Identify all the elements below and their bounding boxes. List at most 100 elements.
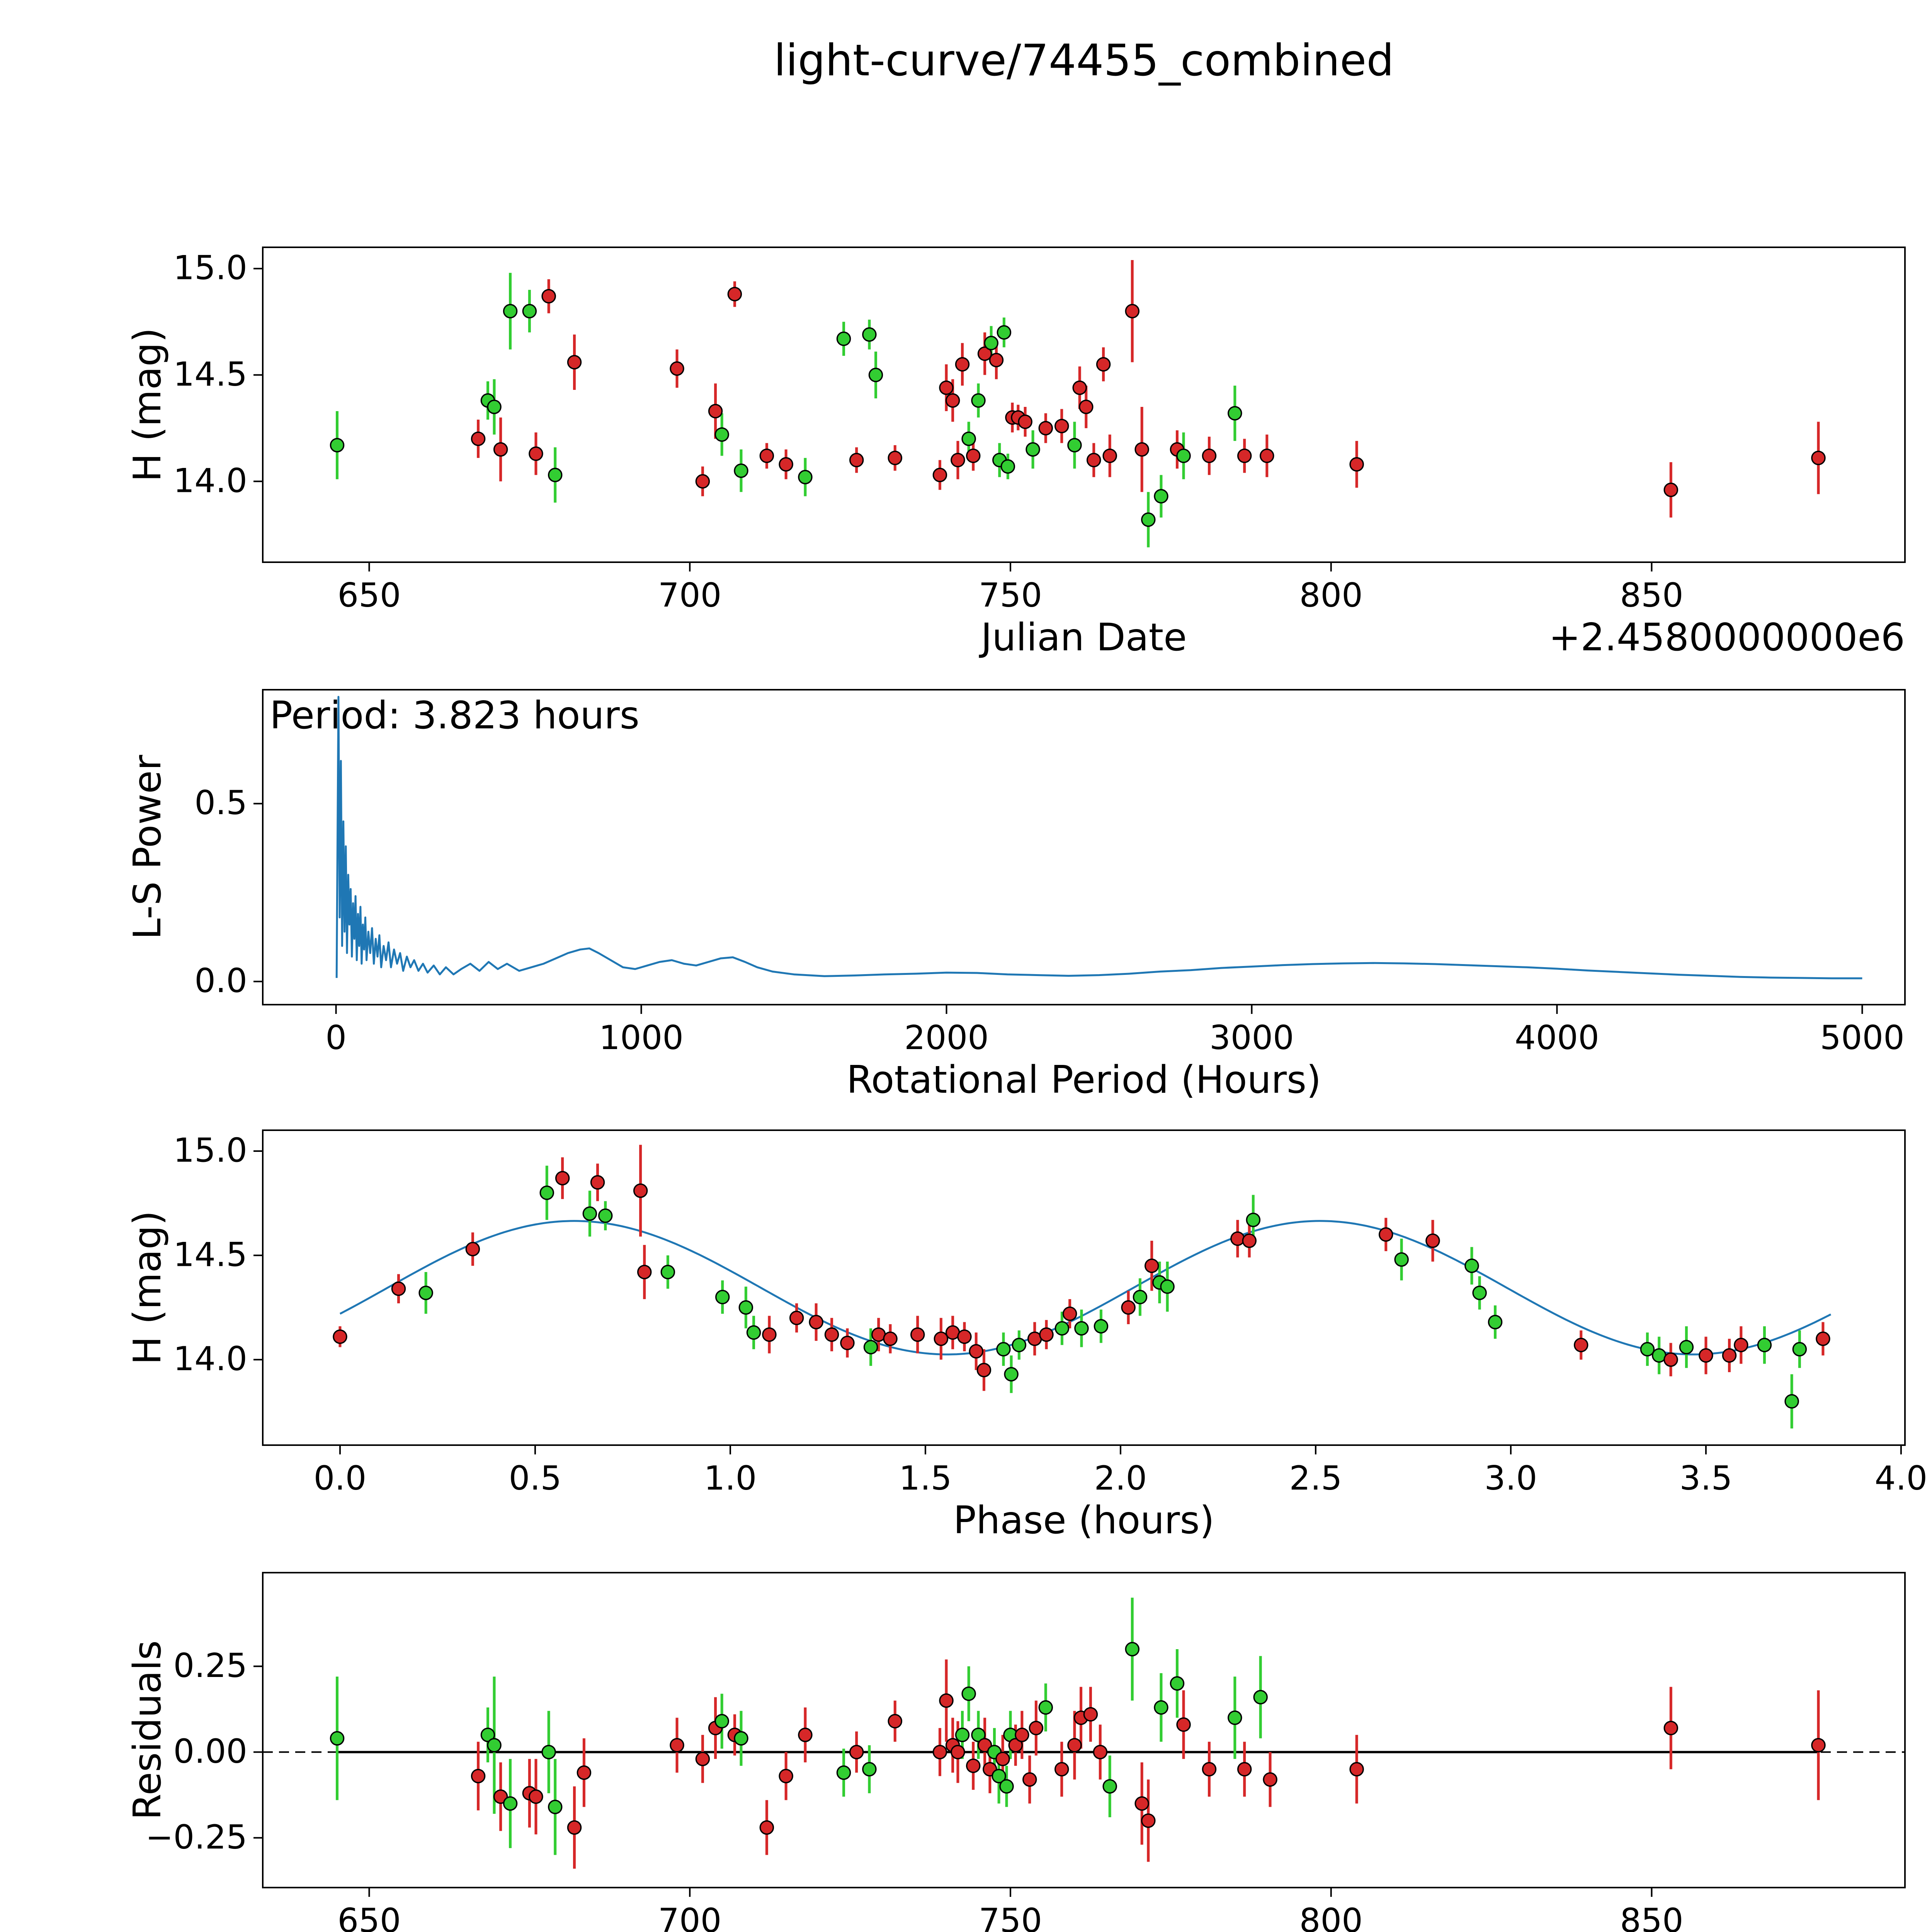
data-point bbox=[862, 1762, 877, 1777]
y-axis-label: L-S Power bbox=[126, 755, 170, 940]
data-point bbox=[1125, 304, 1140, 318]
data-point bbox=[1160, 1279, 1175, 1294]
data-point bbox=[779, 1769, 793, 1784]
data-point bbox=[1012, 1338, 1027, 1352]
data-point bbox=[1102, 1779, 1117, 1794]
data-point bbox=[939, 1693, 954, 1708]
x-axis-offset-label: +2.4580000000e6 bbox=[1549, 616, 1905, 660]
x-tick-label: 750 bbox=[979, 576, 1042, 615]
data-point bbox=[1008, 1738, 1023, 1753]
data-point bbox=[1026, 442, 1040, 457]
data-point bbox=[1260, 448, 1274, 463]
data-point bbox=[598, 1208, 613, 1223]
data-point bbox=[1067, 1738, 1082, 1753]
data-point bbox=[1176, 448, 1191, 463]
x-tick-label: 2000 bbox=[904, 1019, 989, 1057]
data-point bbox=[1134, 442, 1149, 457]
x-tick-label: 3000 bbox=[1209, 1019, 1294, 1057]
data-point bbox=[738, 1300, 753, 1315]
data-point bbox=[1816, 1331, 1830, 1346]
data-point bbox=[868, 367, 883, 383]
data-point bbox=[984, 336, 998, 350]
data-point bbox=[1349, 457, 1364, 472]
data-point bbox=[567, 1820, 582, 1835]
data-point bbox=[969, 1344, 983, 1359]
x-tick-label: 850 bbox=[1620, 1901, 1683, 1932]
data-point bbox=[529, 1789, 543, 1804]
data-point bbox=[734, 463, 748, 478]
data-point bbox=[1263, 1772, 1277, 1787]
data-point bbox=[1734, 1338, 1748, 1352]
data-point bbox=[977, 1738, 992, 1753]
data-point bbox=[759, 448, 774, 463]
data-point bbox=[1176, 1717, 1191, 1732]
data-point bbox=[1228, 406, 1242, 421]
axes-spine bbox=[262, 1129, 1906, 1446]
y-tick-label: 14.0 bbox=[173, 461, 247, 500]
data-point bbox=[487, 1738, 502, 1753]
figure-title: light-curve/74455_combined bbox=[774, 36, 1394, 86]
data-point bbox=[996, 1342, 1011, 1357]
x-tick-label: 2.0 bbox=[1094, 1459, 1147, 1498]
data-point bbox=[1079, 400, 1094, 414]
data-point bbox=[862, 327, 877, 342]
data-point bbox=[1237, 448, 1252, 463]
period-annotation: Period: 3.823 hours bbox=[270, 694, 639, 738]
data-layer bbox=[333, 1145, 1832, 1429]
data-point bbox=[1170, 1676, 1185, 1691]
x-tick-label: 800 bbox=[1299, 576, 1363, 615]
data-point bbox=[762, 1327, 777, 1342]
data-point bbox=[1811, 1738, 1826, 1753]
data-point bbox=[1757, 1338, 1772, 1352]
data-point bbox=[487, 400, 502, 414]
data-point bbox=[529, 446, 543, 461]
data-point bbox=[503, 1796, 518, 1811]
x-tick-label: 0.0 bbox=[314, 1459, 367, 1498]
x-tick-label: 2.5 bbox=[1289, 1459, 1342, 1498]
data-point bbox=[849, 452, 864, 468]
data-point bbox=[932, 1745, 947, 1760]
data-point bbox=[1054, 418, 1069, 434]
data-point bbox=[966, 448, 981, 463]
data-point bbox=[997, 325, 1012, 340]
data-point bbox=[798, 469, 813, 485]
data-point bbox=[1394, 1252, 1409, 1267]
data-point bbox=[418, 1286, 433, 1300]
data-point bbox=[577, 1765, 592, 1780]
y-tick-label: 15.0 bbox=[173, 1131, 247, 1170]
data-layer bbox=[263, 1597, 1905, 1869]
data-point bbox=[539, 1185, 554, 1200]
x-tick-label: 700 bbox=[658, 576, 721, 615]
data-point bbox=[1792, 1342, 1807, 1357]
data-layer bbox=[335, 696, 1862, 980]
data-point bbox=[849, 1745, 864, 1760]
data-point bbox=[840, 1335, 855, 1350]
data-point bbox=[1464, 1259, 1479, 1273]
axes-spine bbox=[262, 247, 1906, 563]
data-point bbox=[1378, 1227, 1393, 1242]
data-point bbox=[992, 1769, 1006, 1784]
data-point bbox=[330, 438, 345, 452]
panel-phased: 0.0 0.5 1.0 1.5 2.0 2.5 3.0 3.5 4.0 14.0 14.5 15.0 P… bbox=[126, 1129, 1927, 1543]
x-tick-label: 1.5 bbox=[899, 1459, 952, 1498]
data-point bbox=[522, 304, 537, 318]
data-point bbox=[798, 1728, 813, 1742]
data-point bbox=[1488, 1315, 1503, 1330]
data-point bbox=[759, 1820, 774, 1835]
data-point bbox=[977, 346, 992, 361]
plot-area bbox=[263, 690, 1905, 1005]
x-tick-label: 1000 bbox=[599, 1019, 684, 1057]
plot-area bbox=[263, 1130, 1905, 1445]
data-point bbox=[1679, 1340, 1694, 1355]
data-point bbox=[951, 1745, 965, 1760]
data-point bbox=[809, 1315, 823, 1330]
data-point bbox=[888, 451, 903, 465]
data-point bbox=[945, 393, 960, 408]
data-point bbox=[708, 404, 723, 418]
data-point bbox=[493, 1789, 508, 1804]
y-axis-label: H (mag) bbox=[126, 1211, 170, 1365]
data-point bbox=[989, 353, 1004, 367]
data-point bbox=[1237, 1762, 1252, 1777]
data-point bbox=[1125, 1642, 1140, 1656]
data-point bbox=[1573, 1338, 1588, 1352]
